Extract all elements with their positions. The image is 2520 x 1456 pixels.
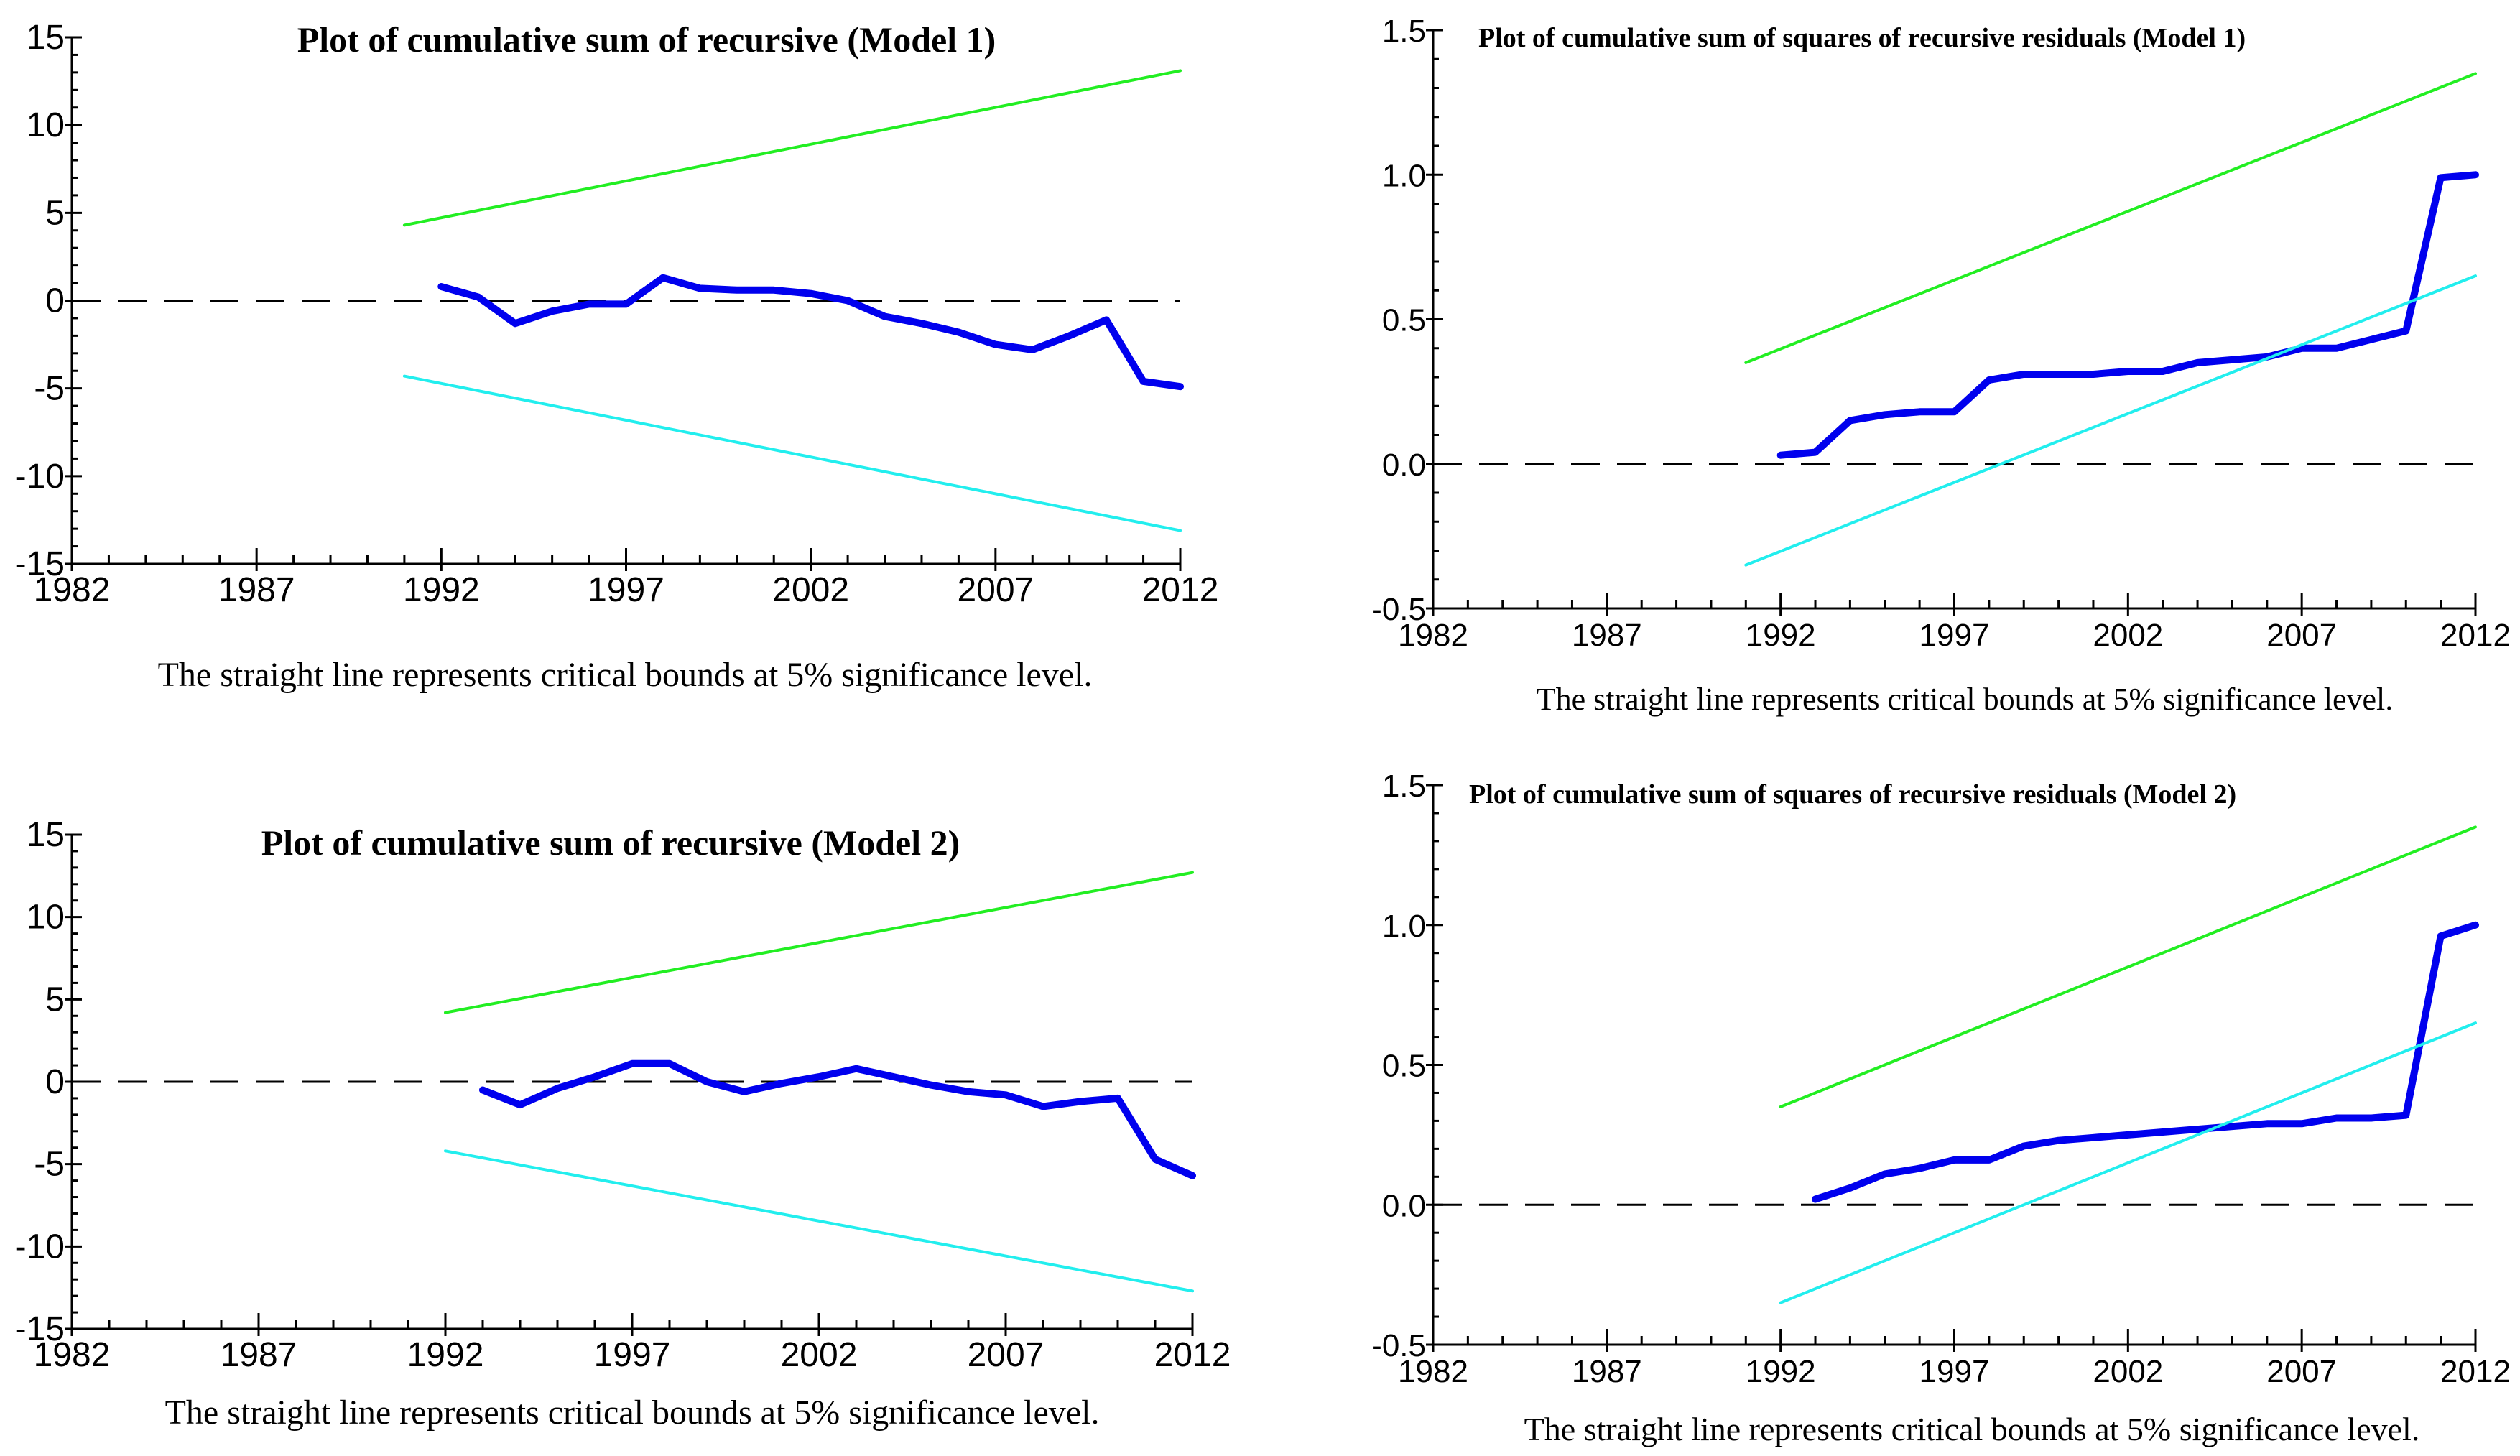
- x-tick-label: 1992: [407, 1336, 484, 1374]
- y-tick-label: 0.0: [1382, 1188, 1426, 1223]
- x-tick-label: 1992: [1746, 1354, 1816, 1389]
- y-tick-label: 10: [27, 899, 65, 937]
- x-tick-label: 1997: [1919, 618, 1990, 653]
- y-tick-label: 0.5: [1382, 1049, 1426, 1084]
- y-tick-label: 1.5: [1382, 14, 1426, 49]
- series-line-statistic: CUSUM of squares: [1812, 921, 2479, 1203]
- x-tick-label: 2002: [772, 571, 849, 609]
- x-tick-label: 2007: [2266, 618, 2337, 653]
- panel-cusumsq-model1: -0.5 0.0 0.5 1.0 1.5 1982 1987 1992 1997 2002 2007…: [1371, 14, 2511, 717]
- series-line-upper: Upper 5% bound: [1744, 72, 2477, 364]
- panel-cusumsq-model2: -0.5 0.0 0.5 1.0 1.5 1982 1987 1992 1997 2002 2007…: [1371, 769, 2511, 1447]
- y-tick-label: 1.0: [1382, 909, 1426, 944]
- x-tick-label: 2007: [968, 1336, 1044, 1374]
- y-tick-label: 1.0: [1382, 158, 1426, 193]
- series-line-statistic: CUSUM of squares: [1776, 171, 2479, 459]
- y-tick-label: 5: [45, 980, 65, 1019]
- x-tick-label: 2012: [1142, 571, 1219, 609]
- x-tick-label: 2002: [781, 1336, 858, 1374]
- x-tick-label: 1992: [403, 571, 480, 609]
- y-tick-label: -5: [34, 1146, 65, 1184]
- x-tick-label: 1992: [1746, 618, 1816, 653]
- y-tick-label: 0.0: [1382, 448, 1426, 483]
- series-line-statistic: CUSUM: [437, 274, 1184, 391]
- y-tick-label: -0.5: [1371, 592, 1426, 627]
- y-tick-label: 15: [27, 816, 65, 854]
- y-tick-label: -10: [15, 458, 65, 496]
- x-tick-label: 2007: [957, 571, 1034, 609]
- x-tick-label: 1987: [1572, 1354, 1642, 1389]
- x-tick-label: 1997: [594, 1336, 671, 1374]
- x-tick-label: 2002: [2093, 618, 2163, 653]
- x-tick-label: 1982: [1398, 618, 1468, 653]
- panel-cusum-model2: -15 -10 -5 0 5 10 15 1982 1987 1992 1997 2002 2007 20…: [15, 816, 1231, 1432]
- x-tick-label: 1987: [1572, 618, 1642, 653]
- series-line-statistic: CUSUM: [479, 1059, 1196, 1179]
- series-line-lower: Lower 5% bound: [1779, 1021, 2477, 1304]
- x-tick-label: 2012: [2440, 1354, 2511, 1389]
- x-tick-label: 2012: [2440, 618, 2511, 653]
- panel-cusum-model1: -15 -10 -5 0 5 10 15 1982 1987 1992 1997 2002 2007 20…: [15, 19, 1219, 694]
- series-line-upper: Upper 5% bound: [402, 69, 1182, 227]
- x-tick-label: 1987: [218, 571, 295, 609]
- x-tick-label: 2002: [2093, 1354, 2163, 1389]
- chart-title: Plot of cumulative sum of recursive (Mod…: [297, 19, 996, 60]
- y-tick-label: -15: [15, 1310, 65, 1348]
- chart-caption: The straight line represents critical bo…: [1537, 682, 2393, 717]
- chart-title: Plot of cumulative sum of squares of rec…: [1469, 779, 2236, 810]
- y-tick-label: 0: [45, 1063, 65, 1101]
- y-tick-label: 0: [45, 282, 65, 320]
- series-line-upper: Upper 5% bound: [1779, 825, 2477, 1108]
- series-line-upper: Upper 5% bound: [444, 871, 1194, 1014]
- x-tick-label: 1997: [588, 571, 664, 609]
- x-tick-label: 1982: [34, 1336, 111, 1374]
- chart-caption: The straight line represents critical bo…: [1524, 1411, 2420, 1447]
- x-tick-label: 1987: [221, 1336, 297, 1374]
- chart-caption: The straight line represents critical bo…: [165, 1394, 1100, 1432]
- series-line-lower: Lower 5% bound: [444, 1149, 1194, 1293]
- x-tick-label: 2012: [1154, 1336, 1231, 1374]
- x-tick-label: 1982: [1398, 1354, 1468, 1389]
- x-tick-label: 2007: [2266, 1354, 2337, 1389]
- y-tick-label: -15: [15, 545, 65, 583]
- chart-caption: The straight line represents critical bo…: [158, 656, 1093, 694]
- y-tick-label: 5: [45, 194, 65, 232]
- x-tick-label: 1997: [1919, 1354, 1990, 1389]
- y-tick-label: 0.5: [1382, 303, 1426, 338]
- chart-title: Plot of cumulative sum of squares of rec…: [1478, 23, 2246, 53]
- chart-title: Plot of cumulative sum of recursive (Mod…: [261, 822, 960, 863]
- series-line-lower: Lower 5% bound: [1744, 274, 2477, 567]
- y-tick-label: -5: [34, 370, 65, 408]
- y-tick-label: -10: [15, 1228, 65, 1266]
- y-tick-label: -0.5: [1371, 1328, 1426, 1363]
- series-line-lower: Lower 5% bound: [402, 374, 1182, 532]
- y-tick-label: 1.5: [1382, 769, 1426, 804]
- x-tick-label: 1982: [34, 571, 111, 609]
- y-tick-label: 15: [27, 19, 65, 57]
- y-tick-label: 10: [27, 106, 65, 144]
